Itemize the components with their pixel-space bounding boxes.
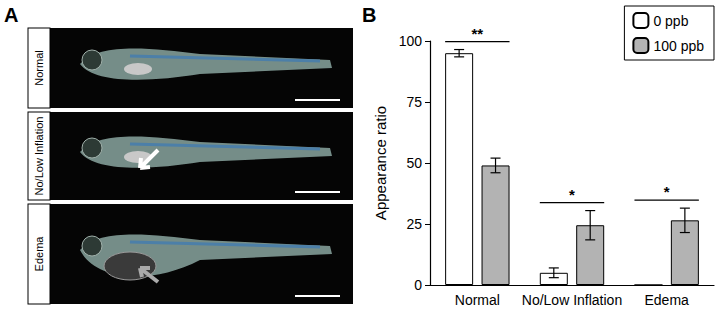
html-text:A: A <box>4 4 19 26</box>
svg-text:*: * <box>664 183 670 200</box>
svg-text:100: 100 <box>399 33 423 49</box>
html-text:B: B <box>362 4 377 26</box>
svg-text:*: * <box>569 186 575 203</box>
svg-text:Appearance ratio: Appearance ratio <box>372 106 389 220</box>
svg-text:Edema: Edema <box>644 292 689 308</box>
svg-text:Normal: Normal <box>455 292 500 308</box>
svg-text:75: 75 <box>406 94 422 110</box>
svg-text:25: 25 <box>406 216 422 232</box>
svg-text:Edema: Edema <box>33 236 45 272</box>
svg-text:0: 0 <box>414 277 422 293</box>
svg-text:Normal: Normal <box>33 50 45 85</box>
svg-text:0 ppb: 0 ppb <box>653 13 688 29</box>
svg-text:100 ppb: 100 ppb <box>653 38 704 54</box>
svg-text:No/Low Inflation: No/Low Inflation <box>33 117 45 196</box>
svg-text:No/Low Inflation: No/Low Inflation <box>522 292 622 308</box>
svg-text:**: ** <box>471 25 483 42</box>
svg-text:50: 50 <box>406 155 422 171</box>
